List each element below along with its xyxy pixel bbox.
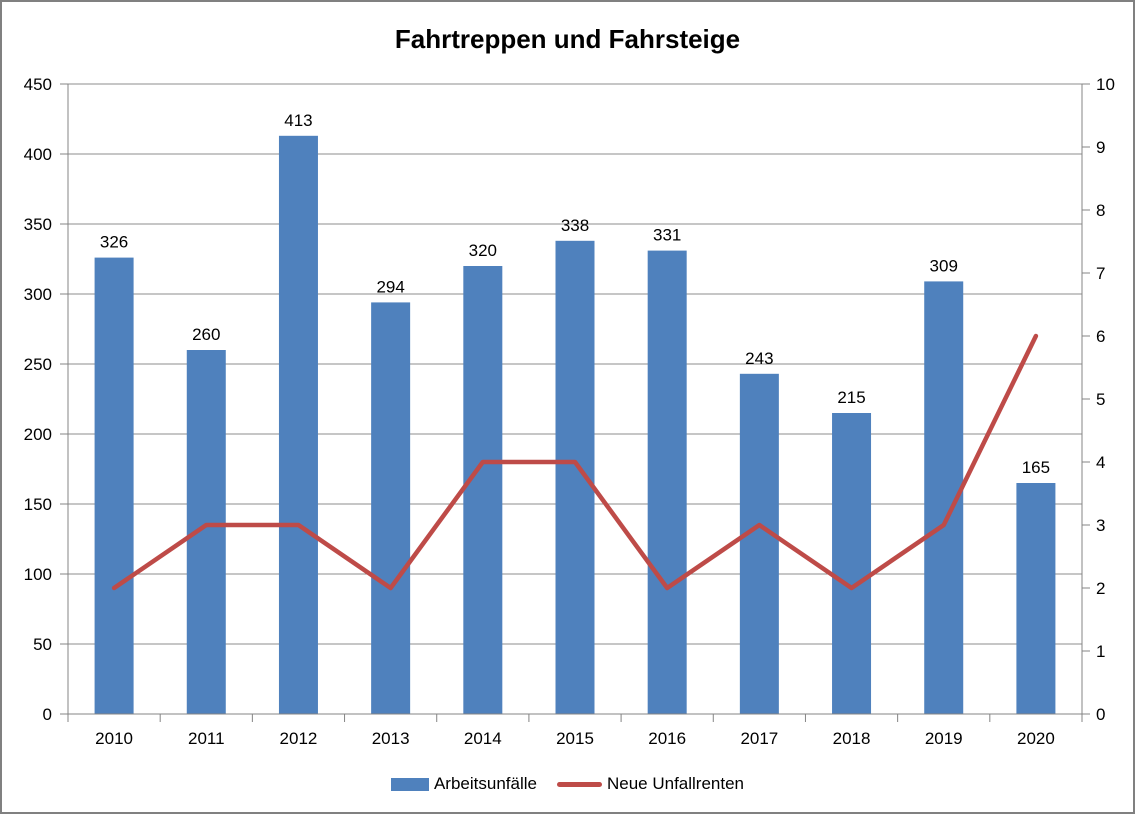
left-axis-tick-label-300: 300 — [24, 285, 52, 304]
bar-2020 — [1016, 483, 1056, 714]
left-axis-tick-label-450: 450 — [24, 75, 52, 94]
left-axis-tick-label-250: 250 — [24, 355, 52, 374]
legend-entry-arbeitsunfaelle: Arbeitsunfälle — [390, 774, 537, 794]
x-axis-label-2013: 2013 — [372, 729, 410, 748]
x-axis-label-2012: 2012 — [280, 729, 318, 748]
x-axis-label-2020: 2020 — [1017, 729, 1055, 748]
right-axis-tick-label-1: 1 — [1096, 642, 1105, 661]
bar-2012 — [278, 135, 318, 715]
bar-data-label-2010: 326 — [100, 233, 128, 252]
bar-data-label-2011: 260 — [192, 325, 220, 344]
bar-2016 — [647, 250, 687, 714]
left-axis-tick-label-200: 200 — [24, 425, 52, 444]
right-axis-tick-label-6: 6 — [1096, 327, 1105, 346]
x-axis-label-2010: 2010 — [95, 729, 133, 748]
left-axis-tick-label-150: 150 — [24, 495, 52, 514]
x-axis-label-2016: 2016 — [648, 729, 686, 748]
right-axis-tick-label-5: 5 — [1096, 390, 1105, 409]
bar-data-label-2019: 309 — [930, 256, 958, 275]
bar-data-label-2015: 338 — [561, 216, 589, 235]
x-axis-label-2014: 2014 — [464, 729, 502, 748]
bar-data-label-2012: 413 — [284, 111, 312, 130]
x-axis-label-2011: 2011 — [188, 729, 225, 748]
chart-title: Fahrtreppen und Fahrsteige — [394, 24, 741, 54]
left-axis-tick-label-100: 100 — [24, 565, 52, 584]
bar-data-label-2014: 320 — [469, 241, 497, 260]
legend-label-neue-unfallrenten: Neue Unfallrenten — [606, 774, 745, 793]
bar-data-label-2018: 215 — [837, 388, 865, 407]
legend-label-arbeitsunfaelle: Arbeitsunfälle — [433, 774, 537, 793]
left-axis-tick-label-400: 400 — [24, 145, 52, 164]
bar-2017 — [739, 373, 779, 714]
x-axis-label-2019: 2019 — [925, 729, 963, 748]
bar-data-label-2017: 243 — [745, 349, 773, 368]
chart-legend: Arbeitsunfälle Neue Unfallrenten — [2, 770, 1133, 798]
legend-entry-neue-unfallrenten: Neue Unfallrenten — [556, 774, 745, 794]
right-axis-tick-label-9: 9 — [1096, 138, 1105, 157]
bar-2014 — [463, 266, 503, 714]
bar-data-label-2016: 331 — [653, 226, 681, 245]
left-axis-tick-label-350: 350 — [24, 215, 52, 234]
line-series-swatch-icon — [556, 781, 602, 787]
x-axis-label-2017: 2017 — [740, 729, 778, 748]
bar-data-label-2013: 294 — [376, 277, 404, 296]
right-axis-tick-label-3: 3 — [1096, 516, 1105, 535]
bar-series-swatch-icon — [390, 777, 429, 791]
bar-2013 — [371, 302, 411, 714]
x-axis-label-2018: 2018 — [833, 729, 871, 748]
left-axis-tick-label-0: 0 — [43, 705, 52, 724]
line-series-neue-unfallrenten — [111, 333, 1039, 591]
right-axis-tick-label-0: 0 — [1096, 705, 1105, 724]
right-axis-tick-label-7: 7 — [1096, 264, 1105, 283]
x-axis-label-2015: 2015 — [556, 729, 594, 748]
right-axis-tick-label-4: 4 — [1096, 453, 1105, 472]
right-axis-tick-label-10: 10 — [1096, 75, 1115, 94]
bar-2018 — [832, 413, 872, 714]
bar-2010 — [94, 257, 134, 714]
right-axis-tick-label-8: 8 — [1096, 201, 1105, 220]
bar-data-label-2020: 165 — [1022, 458, 1050, 477]
left-axis-tick-label-50: 50 — [33, 635, 52, 654]
right-axis-tick-label-2: 2 — [1096, 579, 1105, 598]
